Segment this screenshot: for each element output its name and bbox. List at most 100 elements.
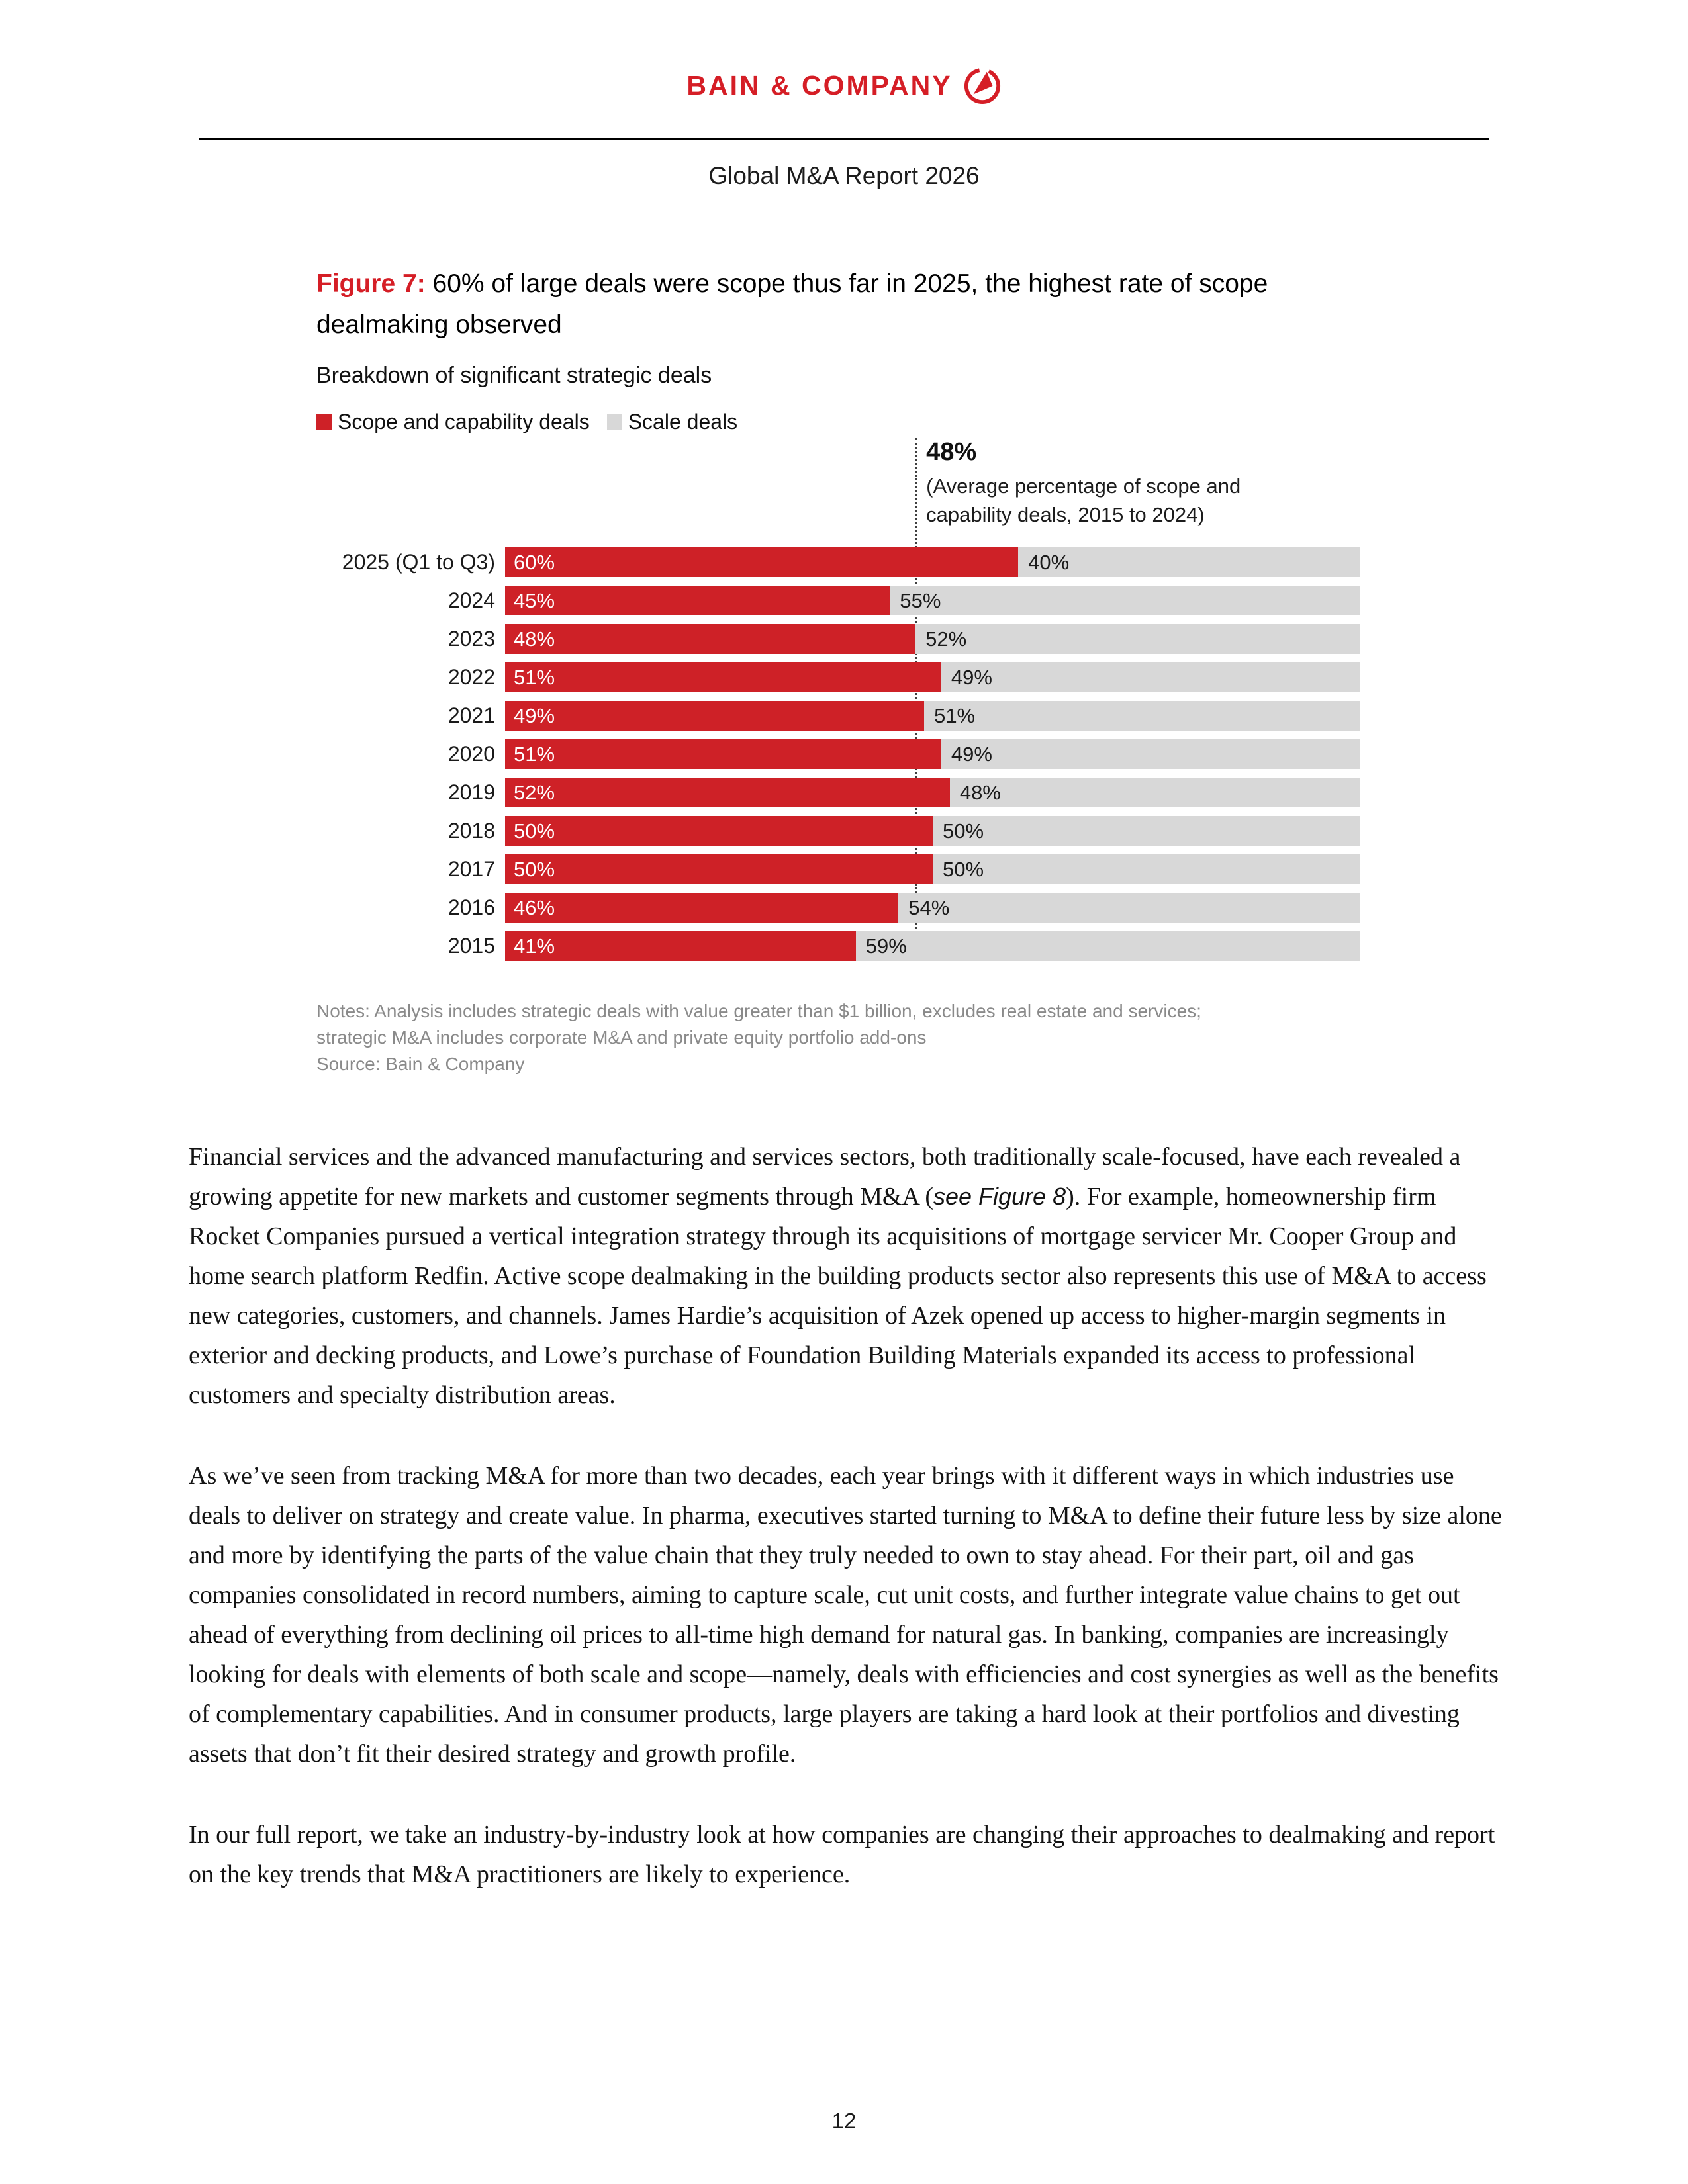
scope-value-label: 41% (514, 934, 555, 958)
p1-segment-3: ). For example, homeownership firm Rocke… (189, 1183, 1487, 1409)
figure-8-reference: see Figure 8 (933, 1183, 1066, 1210)
page-number: 12 (831, 2109, 857, 2133)
year-label: 2015 (447, 934, 495, 958)
scope-value-label: 48% (514, 627, 555, 651)
bar-row: 2019 52% 48% (316, 778, 1360, 807)
scale-value-label: 52% (925, 627, 967, 651)
scale-swatch-icon (606, 414, 622, 430)
bar-track: 50% 50% (505, 854, 1360, 884)
scale-value-label: 49% (951, 665, 992, 689)
year-label: 2021 (447, 704, 495, 727)
scale-bar: 49% (941, 662, 1360, 692)
scale-value-label: 50% (943, 819, 984, 842)
average-annotation: 48% (Average percentage of scope and cap… (926, 438, 1270, 529)
scale-value-label: 51% (934, 704, 976, 727)
scale-bar: 59% (855, 931, 1360, 961)
scale-bar: 49% (941, 739, 1360, 769)
year-label: 2020 (447, 742, 495, 766)
figure-title-text: 60% of large deals were scope thus far i… (316, 269, 1268, 339)
bar-track: 41% 59% (505, 931, 1360, 961)
scale-value-label: 54% (908, 895, 950, 919)
scope-value-label: 51% (514, 742, 555, 766)
scale-bar: 52% (915, 624, 1360, 654)
year-label: 2025 (Q1 to Q3) (342, 550, 495, 574)
body-paragraph-1: Financial services and the advanced manu… (189, 1137, 1507, 1415)
bar-track: 46% 54% (505, 893, 1360, 923)
compass-needle (973, 71, 993, 95)
year-label: 2017 (447, 857, 495, 881)
source-line: Source: Bain & Company (316, 1054, 525, 1074)
scope-bar: 46% (505, 893, 899, 923)
average-value: 48% (926, 438, 977, 466)
scale-bar: 54% (898, 893, 1360, 923)
scale-bar: 48% (949, 778, 1360, 807)
legend-item-scale: Scale deals (606, 410, 738, 434)
chart: 48% (Average percentage of scope and cap… (316, 438, 1360, 961)
scale-bar: 40% (1018, 547, 1360, 577)
scale-bar: 51% (924, 701, 1360, 731)
p1-segment-1: Financial services and the advanced manu… (189, 1143, 1461, 1210)
figure-subtitle: Breakdown of significant strategic deals (316, 363, 712, 388)
bar-track: 49% 51% (505, 701, 1360, 731)
header-rule (199, 138, 1489, 140)
scope-bar: 50% (505, 854, 933, 884)
scale-value-label: 48% (959, 780, 1001, 804)
chart-legend: Scope and capability deals Scale deals (316, 410, 1376, 434)
scope-bar: 41% (505, 931, 856, 961)
scale-value-label: 50% (943, 857, 984, 881)
notes-line-2: strategic M&A includes corporate M&A and… (316, 1027, 927, 1048)
scope-bar: 51% (505, 662, 941, 692)
bar-row: 2025 (Q1 to Q3) 60% 40% (316, 547, 1360, 577)
bar-row: 2020 51% 49% (316, 739, 1360, 769)
scope-value-label: 50% (514, 819, 555, 842)
figure-number-label: Figure 7: (316, 269, 426, 298)
bar-row: 2017 50% 50% (316, 854, 1360, 884)
body-text: Financial services and the advanced manu… (189, 1137, 1507, 1935)
scope-value-label: 50% (514, 857, 555, 881)
bar-row: 2022 51% 49% (316, 662, 1360, 692)
bar-row: 2021 49% 51% (316, 701, 1360, 731)
compass-icon (964, 68, 1000, 105)
scope-bar: 52% (505, 778, 950, 807)
year-label: 2022 (447, 665, 495, 689)
scope-bar: 49% (505, 701, 925, 731)
scope-value-label: 51% (514, 665, 555, 689)
scope-bar: 50% (505, 816, 933, 846)
scale-bar: 50% (933, 854, 1360, 884)
scale-value-label: 55% (900, 588, 941, 612)
scale-bar: 55% (890, 586, 1360, 615)
legend-label-scale: Scale deals (628, 410, 738, 433)
year-label: 2023 (447, 627, 495, 651)
scope-value-label: 52% (514, 780, 555, 804)
average-description: (Average percentage of scope and capabil… (926, 475, 1241, 526)
bar-row: 2024 45% 55% (316, 586, 1360, 615)
chart-notes: Notes: Analysis includes strategic deals… (316, 998, 1376, 1077)
body-paragraph-3: In our full report, we take an industry-… (189, 1821, 1495, 1888)
bar-row: 2015 41% 59% (316, 931, 1360, 961)
bar-track: 60% 40% (505, 547, 1360, 577)
bar-row: 2018 50% 50% (316, 816, 1360, 846)
scope-value-label: 45% (514, 588, 555, 612)
year-label: 2016 (447, 895, 495, 919)
body-paragraph-2: As we’ve seen from tracking M&A for more… (189, 1462, 1502, 1768)
figure-title: Figure 7: 60% of large deals were scope … (316, 263, 1289, 345)
year-label: 2019 (447, 780, 495, 804)
figure-block: Figure 7: 60% of large deals were scope … (316, 263, 1376, 1077)
scale-bar: 50% (933, 816, 1360, 846)
bar-track: 52% 48% (505, 778, 1360, 807)
bar-track: 51% 49% (505, 662, 1360, 692)
bain-logo: BAIN & COMPANY (0, 66, 1688, 105)
year-label: 2024 (447, 588, 495, 612)
scale-value-label: 49% (951, 742, 992, 766)
bain-logo-text: BAIN & COMPANY (686, 69, 953, 101)
scope-bar: 45% (505, 586, 890, 615)
average-line (915, 438, 918, 961)
scope-swatch-icon (316, 414, 332, 430)
chart-rows: 2025 (Q1 to Q3) 60% 40% 2024 45% 55% 202… (316, 547, 1360, 961)
scope-value-label: 46% (514, 895, 555, 919)
legend-item-scope: Scope and capability deals (316, 410, 590, 434)
bar-row: 2016 46% 54% (316, 893, 1360, 923)
scale-value-label: 40% (1028, 550, 1070, 574)
compass-circle (964, 68, 1000, 105)
